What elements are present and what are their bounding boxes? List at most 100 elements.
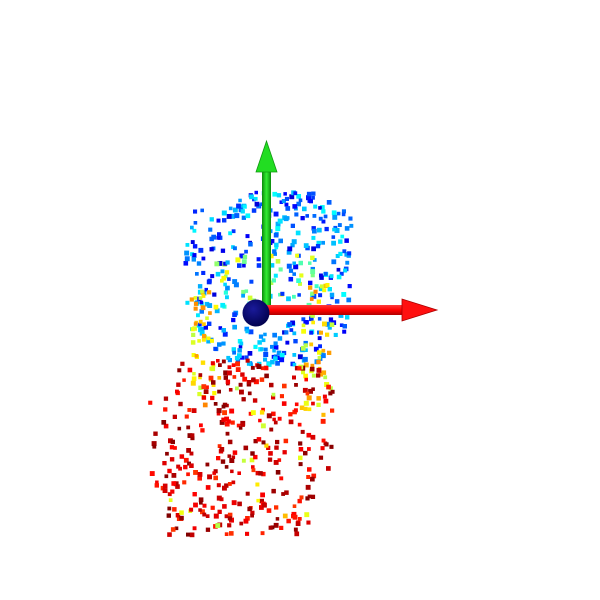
point	[232, 375, 237, 379]
point	[311, 246, 316, 252]
point	[295, 521, 301, 526]
point	[298, 441, 303, 446]
point	[199, 330, 205, 336]
point	[284, 202, 289, 207]
point	[303, 373, 308, 379]
point	[321, 348, 326, 353]
point	[263, 347, 268, 352]
point	[301, 323, 306, 328]
point	[298, 455, 303, 461]
point	[213, 304, 219, 310]
point	[282, 383, 287, 389]
point	[266, 445, 271, 450]
point	[333, 332, 338, 337]
point	[305, 245, 310, 251]
point	[199, 300, 204, 305]
point	[275, 361, 280, 366]
point	[202, 333, 207, 339]
point	[286, 263, 292, 269]
point	[191, 332, 196, 337]
point	[296, 194, 301, 199]
point	[286, 249, 292, 255]
point	[201, 395, 207, 400]
point	[239, 389, 244, 395]
point	[195, 272, 199, 276]
point	[155, 480, 159, 484]
point	[326, 466, 331, 471]
point	[282, 513, 288, 519]
point	[186, 448, 191, 453]
point	[154, 483, 159, 488]
point	[327, 350, 332, 355]
point	[302, 356, 308, 362]
point	[190, 240, 195, 244]
point	[199, 500, 203, 505]
point	[250, 451, 255, 456]
point	[173, 446, 177, 450]
point	[244, 289, 249, 293]
point	[306, 395, 312, 401]
point	[319, 275, 324, 280]
point	[229, 531, 234, 536]
point	[301, 328, 306, 334]
point	[192, 228, 197, 233]
point	[313, 289, 318, 294]
point	[316, 402, 321, 407]
point	[207, 474, 212, 480]
point	[292, 353, 297, 357]
point	[308, 285, 313, 290]
point	[173, 481, 179, 487]
point	[222, 331, 228, 337]
point	[232, 207, 238, 213]
point	[215, 523, 221, 528]
point	[237, 339, 243, 344]
point	[193, 296, 198, 300]
point	[292, 504, 297, 508]
point	[297, 422, 302, 427]
point	[167, 468, 172, 474]
point	[221, 275, 227, 281]
point	[187, 408, 192, 412]
point	[222, 504, 227, 509]
point	[306, 432, 312, 438]
point	[221, 210, 227, 216]
point	[231, 455, 236, 459]
point	[310, 434, 316, 440]
point	[182, 480, 187, 485]
point	[192, 244, 198, 249]
point	[312, 228, 317, 234]
point	[167, 506, 172, 511]
point	[193, 301, 199, 306]
point	[326, 200, 332, 205]
point	[284, 196, 289, 201]
point	[201, 384, 207, 389]
point	[240, 355, 245, 360]
point	[292, 261, 296, 266]
point	[201, 294, 206, 298]
point	[198, 375, 202, 380]
point	[177, 368, 182, 373]
point	[332, 214, 338, 220]
point	[241, 458, 246, 463]
point	[251, 377, 256, 382]
point	[325, 321, 331, 327]
point	[208, 227, 213, 232]
point	[347, 284, 352, 289]
point	[311, 373, 316, 378]
point	[248, 242, 253, 247]
point	[210, 361, 215, 366]
point	[237, 501, 242, 507]
point	[229, 408, 235, 414]
point	[231, 229, 236, 234]
point	[258, 418, 262, 423]
point	[242, 376, 248, 382]
point	[170, 439, 175, 445]
point	[236, 203, 241, 209]
point	[210, 338, 214, 343]
point	[318, 371, 323, 377]
point	[344, 252, 349, 257]
point	[255, 482, 260, 487]
point	[227, 358, 232, 363]
